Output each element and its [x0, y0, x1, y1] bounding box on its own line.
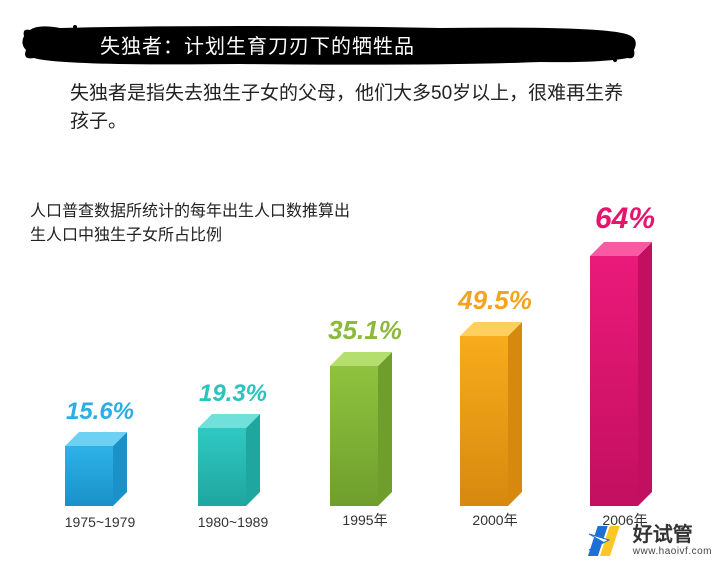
- watermark-brand-cn: 好试管: [633, 524, 712, 546]
- bar-value-label: 49.5%: [430, 285, 560, 316]
- bar: 19.3%1980~1989: [198, 428, 268, 506]
- bar-x-label: 1980~1989: [168, 514, 298, 530]
- title-text: 失独者：计划生育刀刃下的牺牲品: [100, 30, 415, 59]
- bar-x-label: 2000年: [430, 510, 560, 530]
- bar: 64%2006年: [590, 256, 660, 506]
- bar-x-label: 1995年: [300, 510, 430, 530]
- bar-value-label: 35.1%: [300, 315, 430, 346]
- description-text: 失独者是指失去独生子女的父母，他们大多50岁以上，很难再生养孩子。: [70, 80, 630, 135]
- watermark-url: www.haoivf.com: [633, 546, 712, 557]
- bar-value-label: 64%: [560, 202, 690, 236]
- brand-logo-icon: [585, 522, 627, 558]
- bar-x-label: 1975~1979: [35, 514, 165, 530]
- bar: 49.5%2000年: [460, 336, 530, 506]
- title-banner: 失独者：计划生育刀刃下的牺牲品: [20, 22, 640, 68]
- bar: 15.6%1975~1979: [65, 446, 135, 506]
- bar-value-label: 19.3%: [168, 380, 298, 408]
- only-child-ratio-bar-chart: 15.6%1975~197919.3%1980~198935.1%1995年49…: [30, 204, 690, 534]
- bar: 35.1%1995年: [330, 366, 400, 506]
- watermark: 好试管 www.haoivf.com: [585, 522, 712, 558]
- bar-value-label: 15.6%: [35, 398, 165, 426]
